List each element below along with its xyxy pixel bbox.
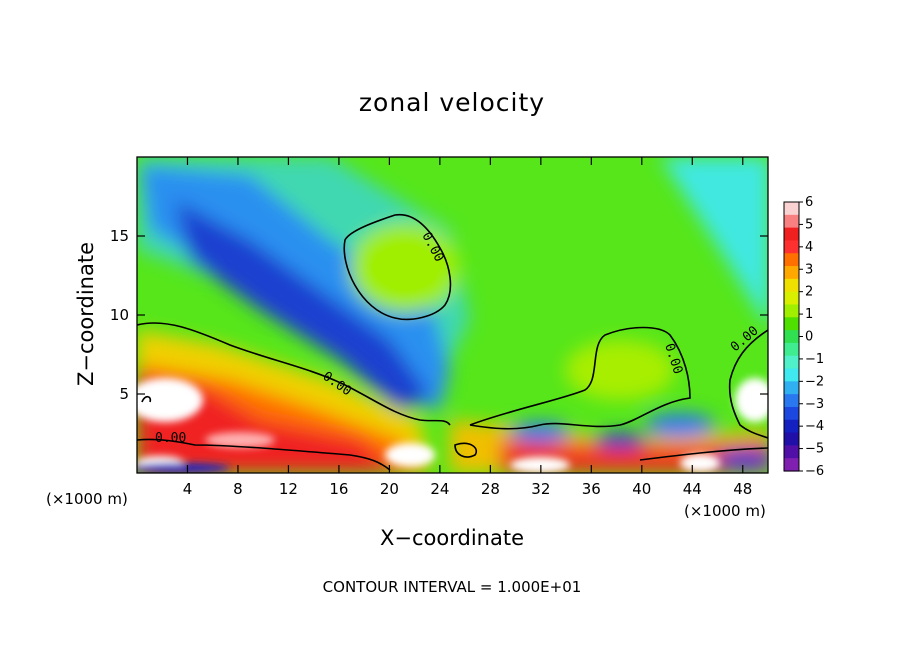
contour-lines bbox=[137, 213, 768, 471]
contour-zero-cell bbox=[343, 213, 452, 321]
x-tick-label: 32 bbox=[531, 480, 550, 498]
contour-bottom-right bbox=[639, 447, 768, 461]
colorbar-swatch bbox=[784, 266, 799, 280]
x-unit-right: (×1000 m) bbox=[684, 502, 766, 520]
colorbar-label: −3 bbox=[805, 397, 824, 412]
x-unit-left: (×1000 m) bbox=[46, 490, 128, 508]
colorbar-swatch bbox=[784, 330, 799, 344]
x-tick-label: 28 bbox=[481, 480, 500, 498]
y-axis-label: Z−coordinate bbox=[74, 242, 98, 386]
blue-patch-3 bbox=[595, 432, 645, 448]
upper-right-cyan bbox=[660, 157, 768, 327]
colorbar-swatch bbox=[784, 291, 799, 306]
pink-streak bbox=[205, 432, 275, 448]
x-tick-label: 48 bbox=[733, 480, 752, 498]
white-patch-bottom-3 bbox=[680, 454, 720, 472]
colorbar-label: 0 bbox=[805, 330, 813, 345]
colorbar-swatch bbox=[784, 240, 799, 254]
x-tick-label: 20 bbox=[380, 480, 399, 498]
y-tick-label: 5 bbox=[119, 385, 129, 403]
colorbar-swatch bbox=[784, 419, 799, 434]
colorbar-label: −4 bbox=[805, 419, 824, 434]
x-tick-label: 16 bbox=[329, 480, 348, 498]
contour-small-loop bbox=[454, 442, 477, 458]
heatmap-field bbox=[137, 157, 768, 473]
colorbar-swatch bbox=[784, 317, 799, 331]
right-positive-cell bbox=[565, 340, 675, 400]
colorbar-swatch bbox=[784, 278, 799, 293]
colorbar-swatch bbox=[784, 432, 799, 446]
colorbar-label: 5 bbox=[805, 217, 813, 232]
contour-tiny bbox=[141, 395, 152, 403]
colorbar-swatch bbox=[784, 458, 799, 472]
colorbar-label: 3 bbox=[805, 262, 813, 277]
x-tick-label: 4 bbox=[183, 480, 193, 498]
negative-core-inner bbox=[175, 200, 430, 410]
colorbar-swatch bbox=[784, 355, 799, 370]
x-tick-label: 40 bbox=[632, 480, 651, 498]
chart-title: zonal velocity bbox=[358, 88, 546, 117]
colorbar-swatch bbox=[784, 342, 799, 357]
colorbar-label: 6 bbox=[805, 195, 813, 210]
colorbar-label: −1 bbox=[805, 352, 824, 367]
colorbar-swatch bbox=[784, 445, 799, 459]
contour-zero-right bbox=[469, 326, 691, 430]
colorbar: 6 5 4 3 2 1 0 −1 −2 −3 −4 −5 −6 bbox=[783, 195, 824, 479]
x-tick-label: 12 bbox=[279, 480, 298, 498]
white-patch-bottom bbox=[385, 443, 435, 467]
x-tick-label: 8 bbox=[233, 480, 243, 498]
blue-patch-2 bbox=[645, 413, 715, 437]
colorbar-swatch bbox=[784, 304, 799, 318]
colorbar-label: −6 bbox=[805, 464, 824, 479]
colorbar-swatch bbox=[784, 394, 799, 408]
contour-zero-lower bbox=[137, 322, 451, 426]
white-patch-left bbox=[137, 378, 203, 422]
colorbar-swatch bbox=[784, 214, 799, 229]
colorbar-swatch bbox=[784, 381, 799, 395]
positive-cell bbox=[350, 223, 460, 313]
x-tick-label: 36 bbox=[582, 480, 601, 498]
contour-label-5: 0.00 bbox=[155, 431, 186, 446]
colorbar-swatch bbox=[784, 368, 799, 382]
x-tick-label: 24 bbox=[430, 480, 449, 498]
colorbar-swatch bbox=[784, 253, 799, 267]
colorbar-label: −2 bbox=[805, 374, 824, 389]
x-axis-ticks: 4 8 12 16 20 24 28 32 36 40 44 48 bbox=[183, 157, 752, 498]
colorbar-swatch bbox=[784, 406, 799, 421]
y-tick-label: 15 bbox=[110, 227, 129, 245]
blue-patch-4 bbox=[715, 450, 768, 470]
colorbar-label: 2 bbox=[805, 285, 813, 300]
contour-interval-note: CONTOUR INTERVAL = 1.000E+01 bbox=[322, 578, 582, 596]
white-patch-right bbox=[735, 378, 768, 422]
colorbar-label: 4 bbox=[805, 240, 813, 255]
bottom-blue-strip bbox=[137, 463, 230, 473]
y-tick-label: 10 bbox=[110, 306, 129, 324]
contour-zero-edge bbox=[728, 329, 768, 439]
x-axis-label: X−coordinate bbox=[380, 526, 524, 550]
x-tick-label: 44 bbox=[683, 480, 702, 498]
contour-bottom-left bbox=[137, 438, 391, 471]
colorbar-swatch bbox=[784, 202, 799, 216]
colorbar-label: 1 bbox=[805, 307, 813, 322]
colorbar-swatch bbox=[784, 227, 799, 242]
white-patch-bottom-2 bbox=[510, 457, 570, 473]
y-axis-ticks: 5 10 15 bbox=[110, 227, 768, 403]
colorbar-label: −5 bbox=[805, 442, 824, 457]
